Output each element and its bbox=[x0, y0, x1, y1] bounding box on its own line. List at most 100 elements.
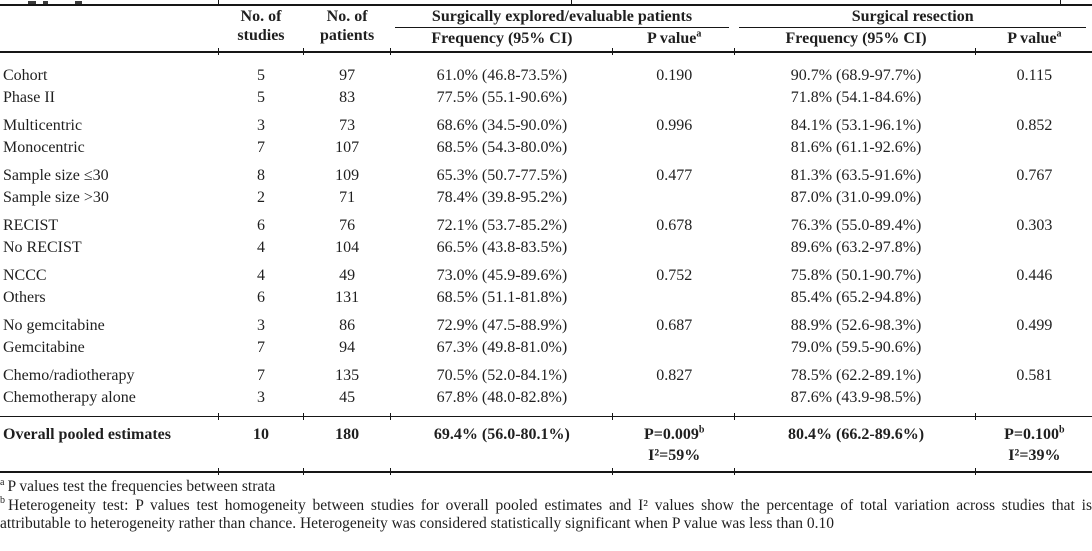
explored-frequency-value: 73.0% (45.9-89.6%) bbox=[436, 267, 568, 284]
explored-pvalue-value: 0.477 bbox=[656, 167, 693, 184]
cropped-glyph-mark bbox=[28, 1, 36, 4]
resection-frequency-value: 78.5% (62.2-89.1%) bbox=[790, 367, 922, 384]
heterogeneity-footnote-marker: b bbox=[698, 424, 705, 436]
pvalue-footnote-marker: a bbox=[1056, 28, 1062, 40]
resection-pvalue-value bbox=[977, 137, 1092, 159]
studies-value: 3 bbox=[256, 389, 265, 406]
table-body: Cohort 5 97 61.0% (46.8-73.5%) 0.190 90.… bbox=[0, 52, 1092, 417]
resection-pvalue-header: P valuea bbox=[976, 28, 1092, 53]
studies-value: 7 bbox=[256, 339, 265, 356]
explored-pvalue-value: 0.996 bbox=[656, 117, 693, 134]
studies-column-header: No. of studies bbox=[218, 5, 304, 53]
table-row: Cohort 5 97 61.0% (46.8-73.5%) 0.190 90.… bbox=[0, 52, 1092, 87]
explored-pvalue-value bbox=[613, 337, 735, 359]
overall-patients-value: 180 bbox=[303, 416, 391, 473]
resection-group-header: Surgical resection bbox=[735, 5, 1092, 28]
studies-value: 4 bbox=[256, 239, 265, 256]
row-label: Sample size ≤30 bbox=[3, 167, 109, 184]
patients-value: 107 bbox=[335, 139, 360, 156]
heterogeneity-footnote-marker: b bbox=[1059, 424, 1065, 436]
rule-tick bbox=[975, 48, 976, 55]
row-label: No RECIST bbox=[3, 239, 82, 256]
studies-value: 6 bbox=[256, 217, 265, 234]
resection-pvalue-value bbox=[977, 287, 1092, 309]
table-row: Sample size ≤30 8 109 65.3% (50.7-77.5%)… bbox=[0, 159, 1092, 187]
patients-value: 49 bbox=[339, 267, 356, 284]
resection-pvalue-value: 0.115 bbox=[1016, 67, 1053, 84]
rule-tick bbox=[612, 468, 613, 475]
footnote-b: b Heterogeneity test: P values test homog… bbox=[0, 496, 1092, 534]
row-label: Gemcitabine bbox=[3, 339, 85, 356]
resection-frequency-value: 79.0% (59.5-90.6%) bbox=[790, 339, 922, 356]
explored-frequency-value: 68.5% (54.3-80.0%) bbox=[436, 139, 568, 156]
explored-pvalue-value: 0.687 bbox=[656, 317, 693, 334]
explored-group-header: Surgically explored/evaluable patients bbox=[391, 5, 736, 28]
header-row-groups: No. of studies No. of patients Surgicall… bbox=[0, 5, 1092, 53]
explored-frequency-value: 65.3% (50.7-77.5%) bbox=[436, 167, 568, 184]
resection-frequency-value: 84.1% (53.1-96.1%) bbox=[790, 117, 922, 134]
explored-pvalue-value: 0.678 bbox=[656, 217, 693, 234]
overall-resection-pvalue: P=0.100b I²=39% bbox=[976, 416, 1092, 473]
patients-value: 131 bbox=[335, 289, 360, 306]
explored-frequency-value: 72.9% (47.5-88.9%) bbox=[436, 317, 568, 334]
patients-header-line2: patients bbox=[319, 27, 375, 44]
row-label: Cohort bbox=[3, 67, 48, 84]
resection-frequency-value: 90.7% (68.9-97.7%) bbox=[790, 67, 922, 84]
explored-pvalue-value: 0.752 bbox=[656, 267, 693, 284]
row-label: NCCC bbox=[3, 267, 47, 284]
explored-frequency-value: 67.8% (48.0-82.8%) bbox=[436, 389, 568, 406]
table-row: Multicentric 3 73 68.6% (34.5-90.0%) 0.9… bbox=[0, 109, 1092, 137]
overall-resection-frequency: 80.4% (66.2-89.6%) bbox=[735, 416, 977, 473]
resection-frequency-value: 71.8% (54.1-84.6%) bbox=[790, 89, 922, 106]
row-label: Others bbox=[3, 289, 46, 306]
studies-value: 5 bbox=[256, 89, 265, 106]
overall-resection-pvalue-line: P=0.100b bbox=[1004, 424, 1065, 443]
explored-pvalue-header: P valuea bbox=[613, 28, 736, 53]
resection-frequency-value: 81.6% (61.1-92.6%) bbox=[790, 139, 922, 156]
studies-value: 4 bbox=[256, 267, 265, 284]
patients-value: 76 bbox=[339, 217, 356, 234]
overall-explored-pvalue-line: P=0.009b bbox=[643, 424, 705, 443]
explored-frequency-header: Frequency (95% CI) bbox=[390, 28, 614, 53]
patients-value: 109 bbox=[335, 167, 360, 184]
table-header: No. of studies No. of patients Surgicall… bbox=[0, 5, 1092, 53]
rule-tick bbox=[734, 468, 735, 475]
explored-pvalue-value bbox=[613, 287, 735, 309]
patients-value: 45 bbox=[339, 389, 356, 406]
studies-value: 7 bbox=[256, 367, 265, 384]
resection-pvalue-value bbox=[977, 387, 1092, 417]
overall-row: Overall pooled estimates 10 180 69.4% (5… bbox=[0, 416, 1092, 473]
resection-pvalue-value: 0.852 bbox=[1016, 117, 1053, 134]
resection-group-title: Surgical resection bbox=[739, 7, 1086, 28]
resection-frequency-value: 85.4% (65.2-94.8%) bbox=[790, 289, 922, 306]
patients-value: 73 bbox=[339, 117, 356, 134]
resection-frequency-value: 88.9% (52.6-98.3%) bbox=[790, 317, 922, 334]
explored-pvalue-value bbox=[613, 237, 735, 259]
overall-resection-i2: I²=39% bbox=[1008, 447, 1061, 464]
rule-tick bbox=[303, 468, 304, 475]
explored-frequency-value: 68.5% (51.1-81.8%) bbox=[436, 289, 568, 306]
subgroup-analysis-table: No. of studies No. of patients Surgicall… bbox=[0, 4, 1092, 473]
table-row: Others 6 131 68.5% (51.1-81.8%) 85.4% (6… bbox=[0, 287, 1092, 309]
header-row-subcolumns: Frequency (95% CI) P valuea Frequency (9… bbox=[0, 28, 1092, 53]
rule-tick bbox=[975, 468, 976, 475]
pvalue-footnote-marker: a bbox=[696, 28, 702, 40]
rule-tick bbox=[1060, 0, 1061, 6]
patients-value: 83 bbox=[339, 89, 356, 106]
explored-pvalue-value: 0.827 bbox=[656, 367, 693, 384]
patients-value: 135 bbox=[335, 367, 360, 384]
rule-tick bbox=[734, 48, 735, 55]
table-row: No RECIST 4 104 66.5% (43.8-83.5%) 89.6%… bbox=[0, 237, 1092, 259]
row-label: Chemo/radiotherapy bbox=[3, 367, 135, 384]
explored-group-title: Surgically explored/evaluable patients bbox=[394, 7, 730, 28]
studies-value: 3 bbox=[256, 317, 265, 334]
studies-value: 3 bbox=[256, 117, 265, 134]
row-label: Phase II bbox=[3, 89, 55, 106]
table-row: Monocentric 7 107 68.5% (54.3-80.0%) 81.… bbox=[0, 137, 1092, 159]
cropped-glyph-mark bbox=[75, 1, 82, 4]
patients-value: 94 bbox=[339, 339, 356, 356]
studies-value: 8 bbox=[256, 167, 265, 184]
studies-header-line1: No. of bbox=[240, 8, 282, 25]
